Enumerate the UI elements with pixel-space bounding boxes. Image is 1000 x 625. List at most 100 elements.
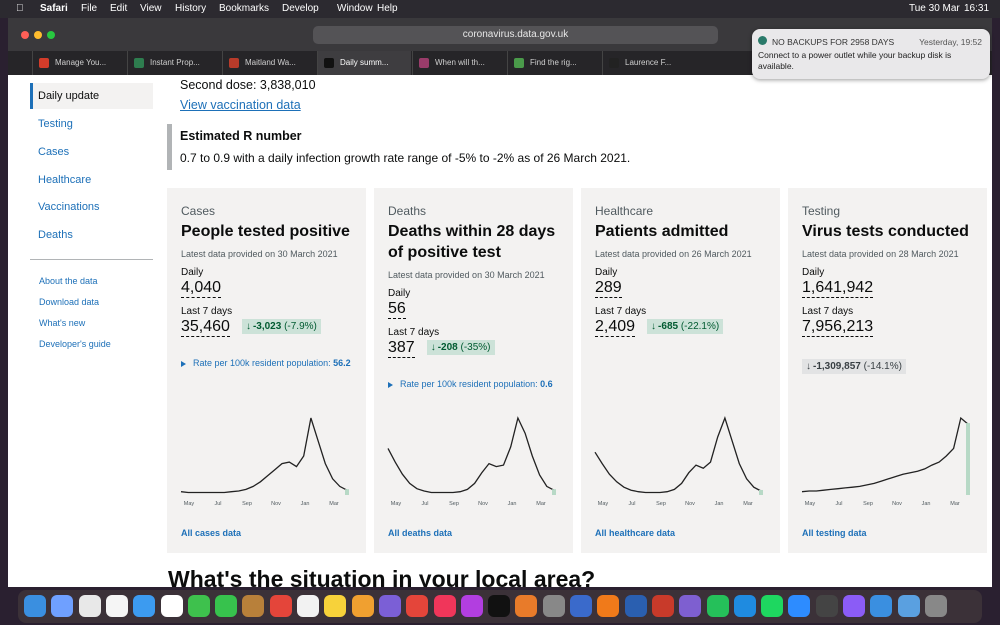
latest-marker bbox=[966, 423, 970, 495]
minimize-button[interactable] bbox=[34, 31, 42, 39]
nav-item[interactable]: Healthcare bbox=[38, 174, 92, 186]
dock-icon[interactable] bbox=[351, 595, 374, 617]
tab[interactable]: Maitland Wa... bbox=[222, 51, 316, 75]
week-label: Last 7 days bbox=[388, 327, 440, 338]
app-name[interactable]: Safari bbox=[40, 3, 68, 14]
card-title: Patients admitted bbox=[595, 223, 729, 240]
vaccination-link[interactable]: View vaccination data bbox=[180, 98, 301, 112]
menu-item[interactable]: View bbox=[140, 3, 162, 14]
dock-icon[interactable] bbox=[433, 595, 456, 617]
dock-icon[interactable] bbox=[51, 595, 74, 617]
menu-item[interactable]: Window bbox=[337, 3, 373, 14]
dock-icon[interactable] bbox=[160, 595, 183, 617]
tab[interactable]: Manage You... bbox=[32, 51, 126, 75]
week-label: Last 7 days bbox=[595, 306, 647, 317]
latest-date: Latest data provided on 26 March 2021 bbox=[595, 249, 752, 259]
nav-item[interactable]: Vaccinations bbox=[38, 201, 100, 213]
card-category: Deaths bbox=[388, 204, 427, 218]
month-label: Jul bbox=[835, 501, 842, 507]
month-label: Sep bbox=[656, 501, 666, 507]
tab[interactable]: Laurence F... bbox=[602, 51, 696, 75]
sidebar-link[interactable]: About the data bbox=[39, 276, 98, 286]
menu-item[interactable]: History bbox=[175, 3, 207, 14]
tab[interactable]: Instant Prop... bbox=[127, 51, 221, 75]
dock-icon[interactable] bbox=[187, 595, 210, 617]
dock-icon[interactable] bbox=[378, 595, 401, 617]
month-label: Nov bbox=[478, 501, 488, 507]
close-button[interactable] bbox=[21, 31, 29, 39]
week-row: 7,956,213 bbox=[802, 317, 973, 337]
dock-icon[interactable] bbox=[597, 595, 620, 617]
dock-icon[interactable] bbox=[788, 595, 811, 617]
dock-icon[interactable] bbox=[324, 595, 347, 617]
down-arrow: ↓ bbox=[651, 321, 657, 332]
tab[interactable]: When will th... bbox=[412, 51, 506, 75]
nav-item[interactable]: Testing bbox=[38, 118, 73, 130]
dock-icon[interactable] bbox=[215, 595, 238, 617]
notification-time: Yesterday, 19:52 bbox=[919, 37, 982, 47]
dock-icon[interactable] bbox=[679, 595, 702, 617]
menu-item[interactable]: Help bbox=[377, 3, 398, 14]
sidebar-separator bbox=[30, 259, 153, 260]
dock-icon[interactable] bbox=[815, 595, 838, 617]
daily-label: Daily bbox=[595, 267, 618, 278]
card-link[interactable]: All deaths data bbox=[388, 528, 453, 538]
month-label: Jan bbox=[715, 501, 724, 507]
nav-item[interactable]: Deaths bbox=[38, 229, 73, 241]
card-title: People tested positive bbox=[181, 223, 350, 240]
menu-item[interactable]: File bbox=[81, 3, 98, 14]
change-value: -685 bbox=[658, 321, 679, 332]
metric-card: Deaths Deaths within 28 days of positive … bbox=[374, 188, 573, 553]
rate-toggle[interactable]: Rate per 100k resident population: 56.2 bbox=[181, 355, 352, 372]
dock-icon[interactable] bbox=[297, 595, 319, 617]
notification[interactable]: NO BACKUPS FOR 2958 DAYS Yesterday, 19:5… bbox=[752, 29, 990, 79]
dock-icon[interactable] bbox=[488, 595, 511, 617]
dock-icon[interactable] bbox=[460, 595, 483, 617]
tab[interactable]: Find the rig... bbox=[507, 51, 601, 75]
dock-icon[interactable] bbox=[406, 595, 429, 617]
dock-icon[interactable] bbox=[570, 595, 592, 617]
daily-label: Daily bbox=[802, 267, 825, 278]
address-bar[interactable]: coronavirus.data.gov.uk bbox=[313, 26, 718, 44]
dock-icon[interactable] bbox=[733, 595, 756, 617]
card-category: Healthcare bbox=[595, 204, 654, 218]
apple-menu[interactable]:  bbox=[16, 3, 24, 14]
dock-icon[interactable] bbox=[924, 595, 947, 617]
dock-icon[interactable] bbox=[105, 595, 128, 617]
card-link[interactable]: All testing data bbox=[802, 528, 867, 538]
nav-item[interactable]: Cases bbox=[38, 146, 70, 158]
dock-icon[interactable] bbox=[78, 595, 101, 617]
dock-icon[interactable] bbox=[269, 595, 292, 617]
dock-icon[interactable] bbox=[242, 595, 265, 617]
rate-toggle[interactable]: Rate per 100k resident population: 0.6 bbox=[388, 376, 559, 393]
dock-icon[interactable] bbox=[133, 595, 156, 617]
sidebar-link[interactable]: What's new bbox=[39, 318, 86, 328]
dock-icon[interactable] bbox=[843, 595, 865, 617]
latest-date: Latest data provided on 28 March 2021 bbox=[802, 249, 959, 259]
dock-icon[interactable] bbox=[515, 595, 538, 617]
menu-item[interactable]: Bookmarks bbox=[219, 3, 270, 14]
sparkline: May Jul Sep Nov Jan Mar bbox=[387, 416, 556, 507]
dock-icon[interactable] bbox=[761, 595, 784, 617]
menu-item[interactable]: Develop bbox=[282, 3, 319, 14]
dock-icon[interactable] bbox=[897, 595, 920, 617]
dock-icon[interactable] bbox=[542, 595, 565, 617]
month-label: May bbox=[598, 501, 609, 507]
dock-icon[interactable] bbox=[706, 595, 729, 617]
dock-icon[interactable] bbox=[651, 595, 674, 617]
sidebar-link[interactable]: Download data bbox=[39, 297, 100, 307]
zoom-button[interactable] bbox=[47, 31, 55, 39]
inset-border bbox=[167, 124, 172, 170]
sidebar-link[interactable]: Developer's guide bbox=[39, 339, 111, 349]
menu-item[interactable]: Edit bbox=[110, 3, 128, 14]
nav-item[interactable]: Daily update bbox=[30, 83, 153, 109]
change-percent: (-7.9%) bbox=[284, 321, 317, 332]
tab-icon bbox=[514, 58, 524, 68]
notification-icon bbox=[758, 36, 767, 45]
card-link[interactable]: All cases data bbox=[181, 528, 242, 538]
card-link[interactable]: All healthcare data bbox=[595, 528, 676, 538]
dock-icon[interactable] bbox=[870, 595, 893, 617]
month-label: Mar bbox=[536, 501, 546, 507]
dock-icon[interactable] bbox=[624, 595, 647, 617]
dock-icon[interactable] bbox=[24, 595, 46, 617]
